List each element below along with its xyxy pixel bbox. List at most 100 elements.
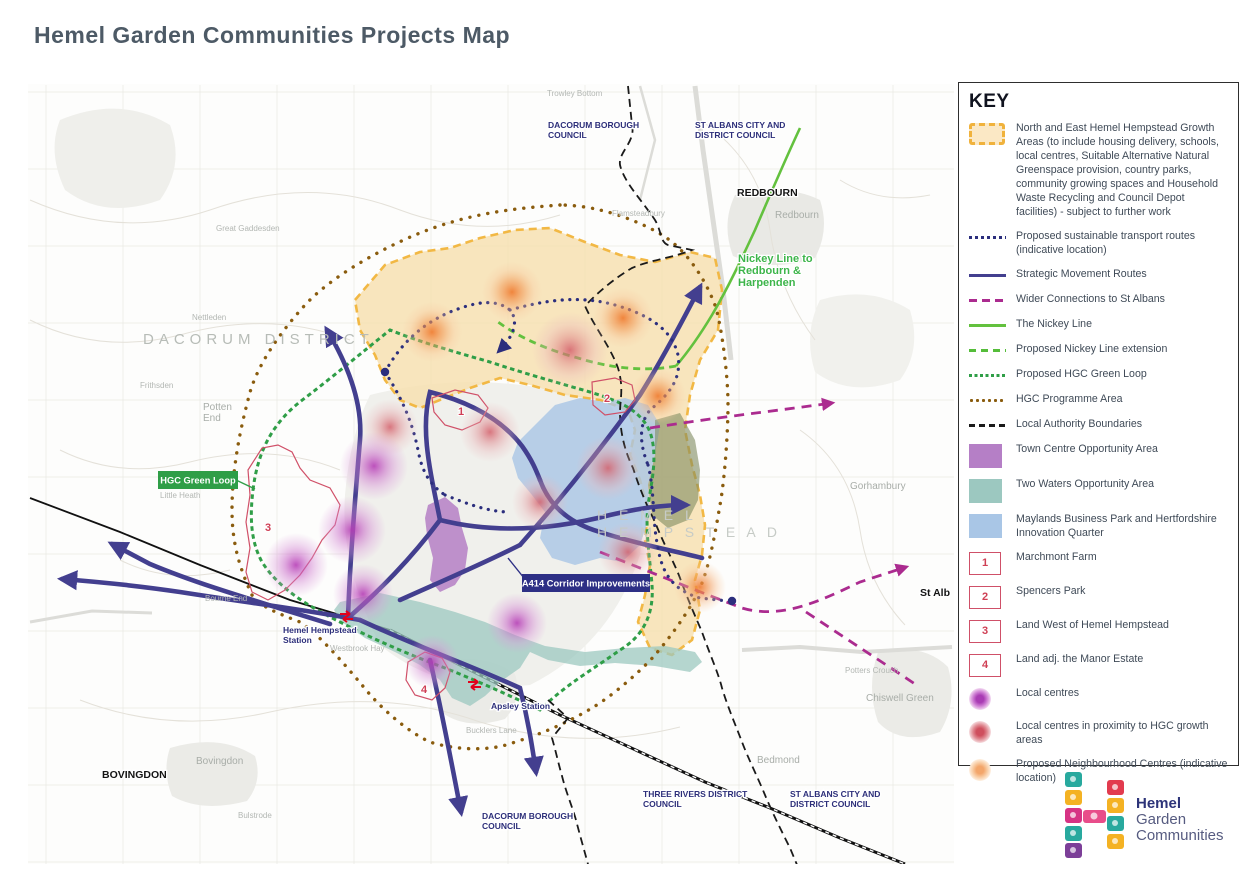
- nickey-line-label: The Nickey Line: [1016, 317, 1092, 330]
- logo-line-communities: Communities: [1136, 827, 1224, 845]
- neighbourhood-centre-marker: [630, 368, 686, 424]
- area-number-markers: 1 2 3 4: [264, 392, 611, 697]
- map-label: Nickey Line to Redbourn & Harpenden: [738, 253, 813, 289]
- hgc-logo: Hemel Garden Communities: [1063, 770, 1224, 860]
- key-entry-growth-areas: North and East Hemel Hempstead Growth Ar…: [969, 122, 1228, 220]
- a414-label-box: A414 Corridor Improvements: [507, 557, 650, 592]
- map-label: Great Gaddesden: [216, 224, 280, 233]
- marchmont-farm-label: Marchmont Farm: [1016, 550, 1097, 563]
- map-label: Bedmond: [757, 755, 800, 766]
- key-panel: KEY North and East Hemel Hempstead Growt…: [958, 82, 1239, 784]
- strategic-movement-routes-swatch: [969, 268, 1007, 283]
- map-label: Nettleden: [192, 313, 226, 322]
- proximity-centre-marker: [576, 436, 640, 500]
- key-entry-maylands-business-park: Maylands Business Park and Hertfordshire…: [969, 513, 1228, 541]
- proposed-neighbourhood-centres-swatch: [969, 758, 1007, 781]
- hgc-programme-area-label: HGC Programme Area: [1016, 392, 1123, 405]
- key-entry-local-authority-boundaries: Local Authority Boundaries: [969, 418, 1228, 433]
- key-entry-hgc-green-loop: Proposed HGC Green Loop: [969, 368, 1228, 383]
- town-centre-area: [425, 497, 468, 592]
- hgc-green-loop-swatch: [969, 368, 1007, 383]
- map-label: Bovingdon: [196, 756, 243, 767]
- hgc-logo-text: Hemel Garden Communities: [1136, 786, 1224, 845]
- logo-line-hemel: Hemel: [1136, 794, 1182, 812]
- local-centres-label: Local centres: [1016, 686, 1080, 699]
- key-entry-nickey-line-extension: Proposed Nickey Line extension: [969, 343, 1228, 358]
- key-entry-spencers-park: 2 Spencers Park: [969, 585, 1228, 609]
- nickey-line-swatch: [969, 318, 1007, 333]
- map-label: Frithsden: [140, 381, 173, 390]
- wider-connections-routes: [599, 397, 919, 688]
- maylands-business-park-swatch: [969, 513, 1007, 538]
- hgc-programme-area-swatch: [969, 393, 1007, 408]
- page-title: Hemel Garden Communities Projects Map: [34, 22, 511, 48]
- map-label: Hemel Hempstead Station: [283, 625, 357, 645]
- key-entry-wider-connections: Wider Connections to St Albans: [969, 293, 1228, 308]
- neighbourhood-centre-marker: [593, 288, 653, 348]
- map-label: Chiswell Green: [866, 693, 934, 704]
- key-entry-hgc-programme-area: HGC Programme Area: [969, 393, 1228, 408]
- key-entry-proposed-neighbourhood-centres: Proposed Neighbourhood Centres (indicati…: [969, 758, 1228, 786]
- spencers-park-swatch: 2: [969, 585, 1007, 609]
- centres-layer: [264, 262, 726, 689]
- map-label: DACORUM BOROUGH COUNCIL: [482, 811, 573, 831]
- key-heading: KEY: [969, 91, 1010, 112]
- land-west-of-hemel-hempstead-label: Land West of Hemel Hempstead: [1016, 618, 1169, 631]
- green-loop-label: HGC Green Loop: [160, 476, 236, 486]
- transport-route-endpoint: [380, 367, 390, 377]
- map-label: DACORUM DISTRICT: [143, 331, 374, 348]
- neighbourhood-centre-marker: [674, 561, 726, 613]
- map-label: Potten End: [203, 402, 232, 424]
- key-entry-local-centres: Local centres: [969, 687, 1228, 710]
- strategic-movement-routes-label: Strategic Movement Routes: [1016, 267, 1147, 280]
- area-marker-3: 3: [265, 522, 271, 534]
- sustainable-transport-routes-label: Proposed sustainable transport routes (i…: [1016, 229, 1196, 256]
- spencers-park-label: Spencers Park: [1016, 584, 1086, 597]
- local-centre-marker: [333, 564, 393, 624]
- growth-areas-label: North and East Hemel Hempstead Growth Ar…: [1016, 122, 1219, 218]
- hgc-logo-mark: [1065, 772, 1124, 858]
- a414-label: A414 Corridor Improvements: [522, 579, 650, 589]
- map-label: Bucklers Lane: [466, 726, 517, 735]
- key-entry-nickey-line: The Nickey Line: [969, 318, 1228, 333]
- marchmont-farm-swatch: 1: [969, 551, 1007, 575]
- neighbourhood-centre-marker: [482, 262, 542, 322]
- map-label: Westbrook Hay: [330, 644, 385, 653]
- local-centres-proximity-swatch: [969, 720, 1007, 743]
- local-centre-marker: [264, 533, 328, 597]
- land-adj-manor-estate-label: Land adj. the Manor Estate: [1016, 652, 1144, 665]
- hgc-green-loop-label: Proposed HGC Green Loop: [1016, 367, 1147, 380]
- two-waters-opportunity-area-label: Two Waters Opportunity Area: [1016, 477, 1154, 490]
- map-label: Potters Crouch: [845, 666, 898, 675]
- key-entry-marchmont-farm: 1 Marchmont Farm: [969, 551, 1228, 575]
- town-centre-opportunity-area-swatch: [969, 443, 1007, 468]
- proximity-centre-marker: [512, 474, 568, 530]
- sustainable-transport-routes-swatch: [969, 230, 1007, 245]
- logo-line-garden: Garden: [1136, 810, 1187, 828]
- map-label: St Alb: [920, 587, 950, 599]
- key-entry-local-centres-proximity: Local centres in proximity to HGC growth…: [969, 720, 1228, 748]
- wider-connections-label: Wider Connections to St Albans: [1016, 292, 1165, 305]
- growth-areas-swatch: [969, 122, 1007, 145]
- nickey-line-extension-label: Proposed Nickey Line extension: [1016, 342, 1168, 355]
- area-marker-2: 2: [604, 393, 610, 405]
- base-map-contours: [29, 119, 931, 739]
- transport-route-endpoint: [727, 596, 737, 606]
- local-centres-proximity-label: Local centres in proximity to HGC growth…: [1016, 719, 1209, 746]
- map-label: Trowley Bottom: [547, 89, 603, 98]
- map-label: ST ALBANS CITY AND DISTRICT COUNCIL: [695, 120, 785, 140]
- wider-connections-swatch: [969, 293, 1007, 308]
- key-entries: North and East Hemel Hempstead Growth Ar…: [969, 122, 1228, 786]
- map-label: Redbourn: [775, 210, 819, 221]
- neighbourhood-centre-marker: [402, 302, 462, 362]
- local-centre-marker: [487, 593, 547, 653]
- local-centres-swatch: [969, 687, 1007, 710]
- key-entry-strategic-movement-routes: Strategic Movement Routes: [969, 268, 1228, 283]
- map-label: Apsley Station: [491, 701, 550, 711]
- map-label: Gorhambury: [850, 481, 906, 492]
- key-entry-sustainable-transport-routes: Proposed sustainable transport routes (i…: [969, 230, 1228, 258]
- map-label: THREE RIVERS DISTRICT COUNCIL: [643, 789, 748, 809]
